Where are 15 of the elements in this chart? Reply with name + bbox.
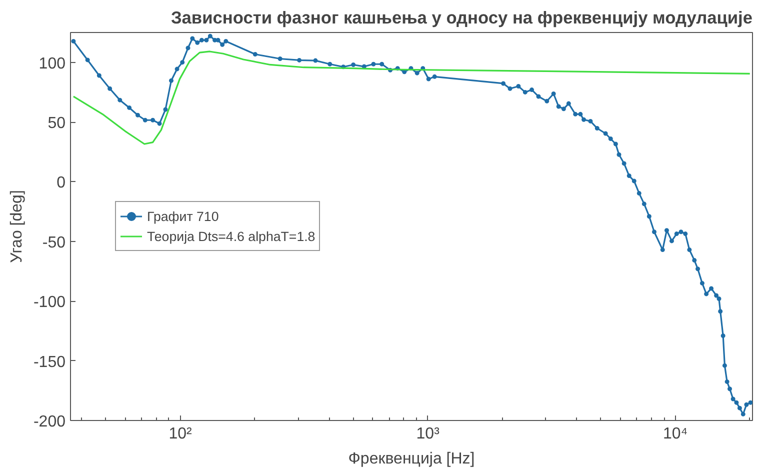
x-axis-title: Фреквенција [Hz]: [348, 450, 475, 468]
y-tick-label: 50: [48, 115, 66, 132]
y-tick-label: -150: [33, 354, 66, 371]
y-tick-label: 100: [38, 55, 66, 72]
x-tick-label: 10³: [416, 426, 440, 442]
y-tick-label: 0: [56, 174, 66, 192]
y-axis-title: Угао [deg]: [8, 190, 26, 263]
x-tick-label: 10²: [168, 426, 193, 442]
chart-title: Зависности фазног кашњења у односу на фреквенцију модулације: [170, 8, 753, 28]
y-tick-label: -50: [42, 234, 66, 252]
legend-label: Графит 710: [147, 208, 219, 224]
legend-label: Теорија Dts=4.6 alphaT=1.8: [147, 228, 316, 244]
x-tick-label: 10⁴: [663, 426, 688, 442]
y-tick-label: -200: [33, 414, 66, 430]
y-tick-label: -100: [33, 294, 66, 312]
